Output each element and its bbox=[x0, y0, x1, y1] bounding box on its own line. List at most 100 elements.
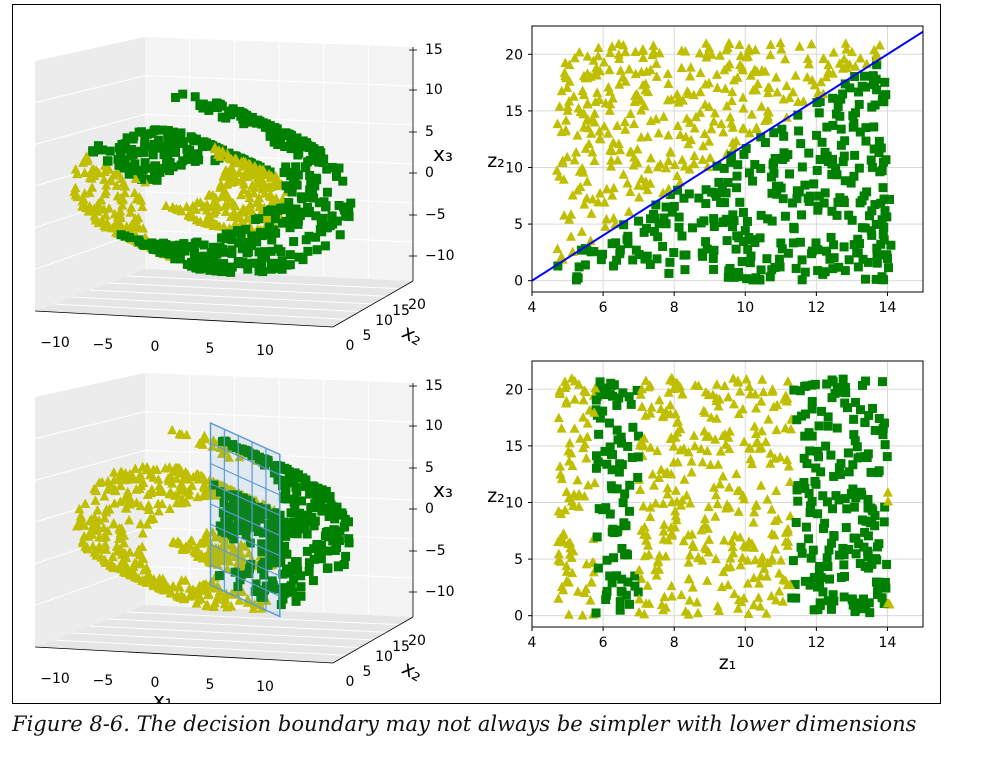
square-marker bbox=[725, 263, 735, 273]
y-axis-label: x₂ bbox=[398, 656, 427, 687]
triangle-marker bbox=[714, 393, 725, 404]
triangle-marker bbox=[710, 511, 721, 521]
triangle-marker bbox=[220, 206, 231, 216]
square-marker bbox=[625, 599, 635, 609]
triangle-marker bbox=[599, 57, 610, 67]
triangle-marker bbox=[564, 214, 575, 224]
square-marker bbox=[820, 267, 830, 277]
square-marker bbox=[237, 444, 247, 454]
square-marker bbox=[864, 211, 874, 221]
square-marker bbox=[853, 234, 863, 244]
square-marker bbox=[630, 581, 640, 591]
pane-floor bbox=[35, 605, 413, 663]
triangle-marker bbox=[637, 401, 648, 411]
triangle-marker bbox=[645, 511, 656, 522]
square-marker bbox=[612, 484, 622, 494]
triangle-marker bbox=[683, 446, 694, 457]
triangle-marker bbox=[712, 498, 723, 509]
square-marker bbox=[861, 82, 871, 92]
square-marker bbox=[228, 440, 238, 450]
square-marker bbox=[294, 252, 304, 262]
triangle-marker bbox=[662, 482, 673, 493]
triangle-marker bbox=[693, 380, 704, 391]
square-marker bbox=[743, 244, 753, 254]
square-marker bbox=[212, 98, 222, 108]
triangle-marker bbox=[744, 43, 755, 53]
triangle-marker bbox=[577, 85, 588, 96]
square-marker bbox=[787, 593, 797, 603]
square-marker bbox=[304, 143, 314, 153]
triangle-marker bbox=[634, 564, 645, 575]
square-marker bbox=[616, 586, 626, 596]
square-marker bbox=[341, 211, 351, 221]
triangle-marker bbox=[99, 166, 110, 176]
triangle-marker bbox=[606, 41, 617, 51]
square-marker bbox=[811, 479, 821, 489]
square-marker bbox=[792, 194, 802, 204]
square-marker bbox=[832, 210, 842, 220]
square-marker bbox=[802, 459, 812, 469]
square-marker bbox=[834, 262, 844, 272]
square-marker bbox=[289, 237, 299, 247]
square-marker bbox=[248, 451, 258, 461]
square-marker bbox=[243, 264, 253, 274]
triangle-marker bbox=[605, 47, 616, 57]
square-marker bbox=[615, 245, 625, 255]
triangle-marker bbox=[218, 171, 229, 181]
square-marker bbox=[711, 189, 721, 199]
triangle-marker bbox=[756, 396, 767, 406]
triangle-marker bbox=[79, 188, 90, 198]
triangle-marker bbox=[635, 484, 646, 495]
data-points bbox=[553, 372, 895, 620]
triangle-marker bbox=[112, 190, 123, 201]
square-marker bbox=[88, 146, 98, 156]
square-marker bbox=[273, 263, 283, 273]
square-marker bbox=[788, 238, 798, 248]
triangle-marker bbox=[643, 163, 654, 174]
square-marker bbox=[814, 421, 824, 431]
triangle-marker bbox=[750, 388, 761, 399]
triangle-marker bbox=[760, 66, 771, 76]
square-marker bbox=[838, 157, 848, 167]
triangle-marker bbox=[643, 540, 654, 550]
square-marker bbox=[319, 197, 329, 207]
square-marker bbox=[806, 553, 816, 563]
z-tick-label: 10 bbox=[425, 418, 443, 434]
triangle-marker bbox=[705, 152, 716, 162]
square-marker bbox=[809, 573, 819, 583]
plane-grid-line bbox=[210, 462, 281, 496]
triangle-marker bbox=[750, 44, 761, 54]
square-marker bbox=[659, 213, 669, 223]
triangle-marker bbox=[242, 213, 253, 223]
z-tick-label: −10 bbox=[425, 248, 455, 264]
triangle-marker bbox=[94, 531, 105, 542]
triangle-marker bbox=[756, 425, 767, 436]
square-marker bbox=[332, 216, 342, 226]
triangle-marker bbox=[695, 107, 706, 117]
square-marker bbox=[756, 265, 766, 275]
square-marker bbox=[311, 232, 321, 242]
triangle-marker bbox=[735, 386, 746, 396]
triangle-marker bbox=[772, 86, 783, 97]
triangle-marker bbox=[560, 57, 571, 68]
triangle-marker bbox=[215, 179, 226, 189]
triangle-marker bbox=[794, 41, 805, 51]
triangle-marker bbox=[80, 498, 91, 508]
square-marker bbox=[199, 240, 209, 250]
z-tick-label: −10 bbox=[425, 584, 455, 600]
triangle-marker bbox=[691, 111, 702, 122]
square-marker bbox=[732, 231, 742, 241]
square-marker bbox=[291, 596, 301, 606]
square-marker bbox=[236, 570, 246, 580]
square-marker bbox=[851, 397, 861, 407]
square-marker bbox=[849, 414, 859, 424]
square-marker bbox=[215, 242, 225, 252]
triangle-marker bbox=[726, 536, 737, 546]
triangle-marker bbox=[765, 39, 776, 49]
x-tick-label: −5 bbox=[93, 673, 114, 689]
square-marker bbox=[331, 171, 341, 181]
triangle-marker bbox=[751, 403, 762, 413]
square-marker bbox=[291, 210, 301, 220]
triangle-marker bbox=[91, 549, 102, 560]
